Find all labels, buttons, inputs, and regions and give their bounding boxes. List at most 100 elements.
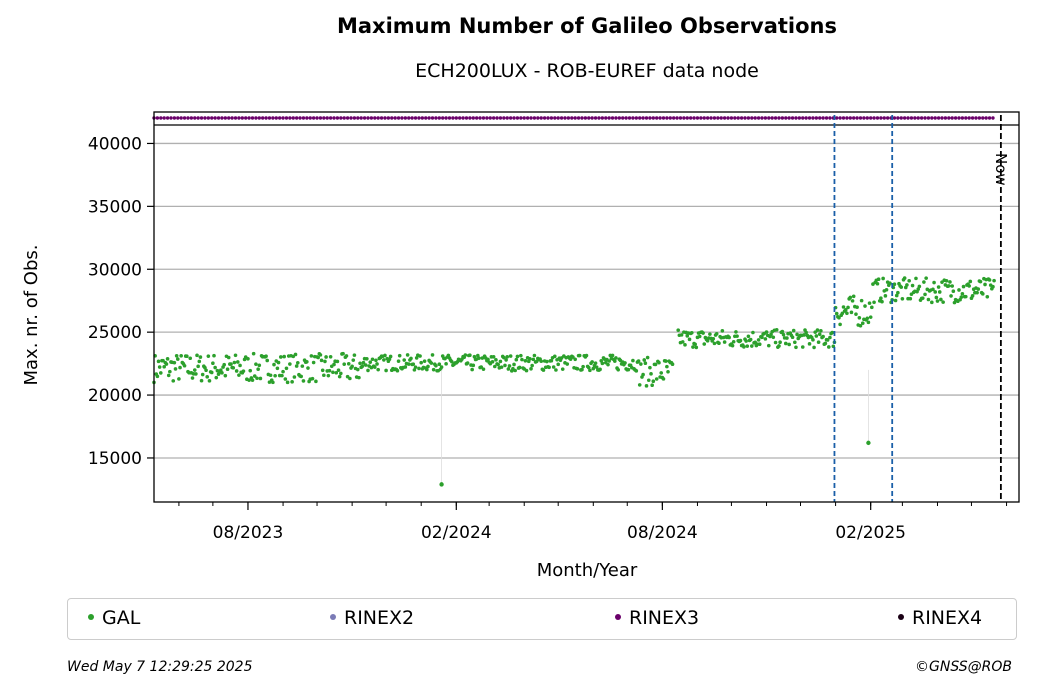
gal-point: [807, 342, 812, 346]
rinex3-point: [736, 116, 740, 120]
rinex3-point: [964, 116, 968, 120]
gal-point: [294, 364, 299, 368]
gal-point: [173, 367, 178, 371]
rinex3-point: [410, 116, 414, 120]
gal-point: [405, 353, 410, 357]
gal-point: [866, 320, 871, 325]
rinex3-point: [206, 116, 211, 120]
rinex3-point: [155, 116, 160, 120]
gal-point: [923, 292, 927, 297]
rinex3-point: [210, 116, 214, 120]
rinex3-point: [288, 116, 292, 120]
rinex3-point: [665, 116, 669, 120]
gal-point: [875, 281, 880, 286]
gal-point: [276, 360, 281, 365]
gal-point: [830, 330, 834, 335]
now-label: Now: [992, 153, 1010, 186]
gal-point: [976, 287, 981, 291]
gal-point: [342, 362, 347, 366]
gal-point: [680, 340, 685, 344]
gal-point: [951, 289, 956, 294]
rinex3-point: [519, 116, 523, 120]
rinex3-point: [257, 116, 261, 120]
gal-point: [162, 364, 166, 369]
gal-point: [255, 376, 259, 381]
gal-point: [840, 311, 845, 316]
gal-point: [358, 361, 362, 366]
gal-point: [860, 321, 865, 326]
gal-point: [422, 359, 427, 363]
gal-point: [948, 280, 952, 284]
rinex3-point: [457, 116, 462, 120]
gal-point: [580, 367, 584, 372]
gal-point: [676, 328, 681, 332]
gal-point: [893, 298, 898, 303]
gal-point: [968, 279, 973, 284]
rinex3-point: [420, 116, 425, 120]
rinex3-point: [899, 116, 903, 120]
gal-point: [310, 376, 315, 381]
rinex3-point: [943, 116, 948, 120]
rinex3-point: [189, 116, 194, 120]
rinex3-point: [539, 116, 543, 120]
gal-point: [171, 379, 176, 383]
rinex3-point: [284, 116, 289, 120]
gal-point: [246, 356, 250, 361]
rinex3-point: [491, 116, 496, 120]
rinex3-point: [953, 116, 958, 120]
gal-point: [382, 358, 386, 362]
gal-point: [225, 367, 230, 372]
rinex3-point: [220, 116, 224, 120]
gal-point: [812, 345, 816, 350]
gal-point: [600, 361, 605, 366]
gal-point: [766, 343, 771, 348]
gal-point: [781, 332, 786, 337]
rinex3-point: [604, 116, 608, 120]
rinex3-point: [804, 116, 808, 120]
rinex3-point: [176, 116, 180, 120]
gal-point: [826, 345, 831, 349]
gal-point: [967, 284, 971, 288]
gal-point: [238, 363, 242, 368]
rinex3-point: [403, 116, 408, 120]
gal-point: [326, 373, 331, 378]
gal-point: [158, 371, 163, 375]
rinex3-point: [481, 116, 486, 120]
gal-point: [468, 353, 472, 358]
gal-point: [341, 351, 345, 356]
rinex3-point: [848, 116, 853, 120]
rinex3-point: [688, 116, 693, 120]
gal-point: [318, 353, 323, 357]
gal-point: [387, 357, 392, 362]
legend-label-rinex3: RINEX3: [629, 607, 700, 629]
gal-point: [384, 368, 388, 373]
gal-point: [641, 372, 645, 377]
gal-point: [571, 355, 575, 359]
gal-point: [248, 368, 253, 373]
gal-point: [403, 365, 408, 369]
rinex3-point: [699, 116, 703, 120]
gal-point: [430, 353, 435, 357]
gal-point: [514, 357, 519, 362]
gal-point: [841, 305, 846, 309]
rinex3-point: [339, 116, 343, 120]
gal-point: [744, 339, 748, 343]
gal-point: [983, 282, 987, 287]
rinex3-point: [203, 116, 207, 120]
gal-point: [556, 362, 560, 367]
gal-point: [549, 358, 554, 363]
rinex3-point: [413, 116, 418, 120]
gal-point: [355, 367, 360, 372]
gal-point: [931, 287, 935, 292]
rinex3-point: [668, 116, 672, 120]
gal-point: [649, 372, 653, 376]
gal-point: [708, 332, 712, 336]
axes: [153, 111, 1020, 503]
gal-point: [198, 355, 203, 359]
gal-point: [541, 368, 546, 372]
rinex3-point: [305, 116, 309, 120]
gal-point: [821, 334, 825, 339]
rinex3-point: [794, 116, 798, 120]
rinex3-point: [753, 116, 757, 120]
gal-point: [235, 360, 240, 364]
